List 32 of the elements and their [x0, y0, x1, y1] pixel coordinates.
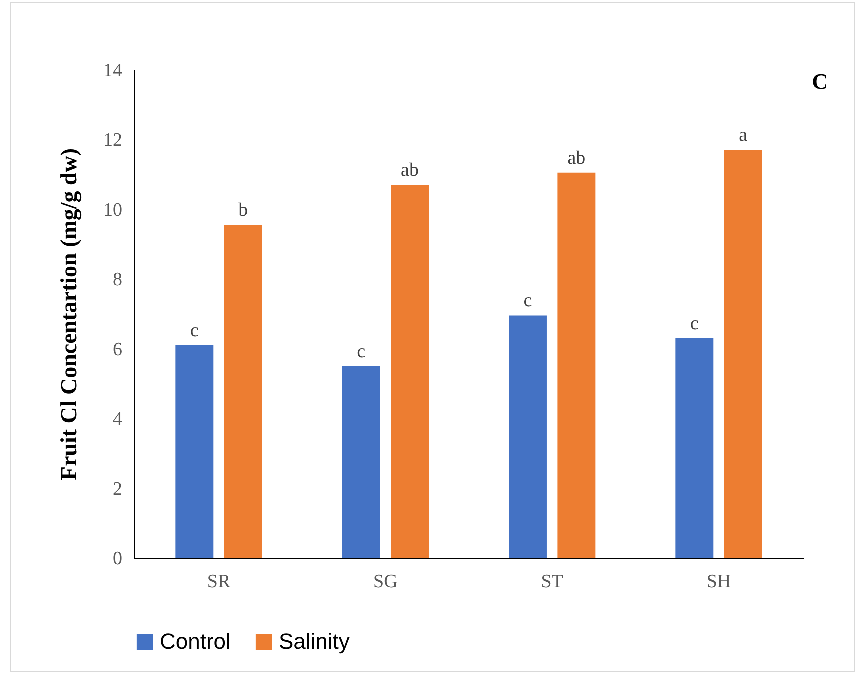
x-tick-label: SH [706, 572, 732, 592]
y-axis-title: Fruit Cl Concentartion (mg/g dw) [56, 148, 82, 481]
y-tick-label: 14 [104, 60, 123, 82]
x-tick-label: SR [207, 572, 231, 592]
data-label: c [190, 320, 199, 342]
legend-label: Salinity [279, 629, 350, 654]
legend-label: Control [160, 629, 231, 654]
data-label: c [524, 290, 532, 312]
data-label: ab [568, 148, 586, 169]
data-label: c [357, 341, 366, 362]
y-tick-label: 6 [113, 339, 122, 360]
text: C [812, 69, 828, 94]
bar [391, 185, 429, 558]
y-tick-label: 0 [113, 548, 122, 570]
y-tick-label: 10 [104, 200, 122, 221]
y-tick-label: 8 [113, 270, 122, 291]
x-tick-label: ST [541, 572, 564, 592]
x-tick-label: SG [374, 572, 398, 592]
bar [176, 345, 214, 558]
data-label: c [690, 313, 699, 334]
y-tick-label: 12 [104, 130, 122, 152]
bar [724, 150, 762, 558]
bar [342, 366, 380, 558]
bar [676, 338, 714, 558]
bar [224, 225, 262, 558]
y-tick-label: 4 [113, 409, 123, 430]
bar [558, 172, 596, 558]
data-label: a [739, 125, 748, 146]
data-label: b [238, 200, 248, 222]
data-label: ab [401, 160, 419, 182]
y-tick-label: 2 [113, 478, 122, 500]
bar [509, 316, 547, 558]
